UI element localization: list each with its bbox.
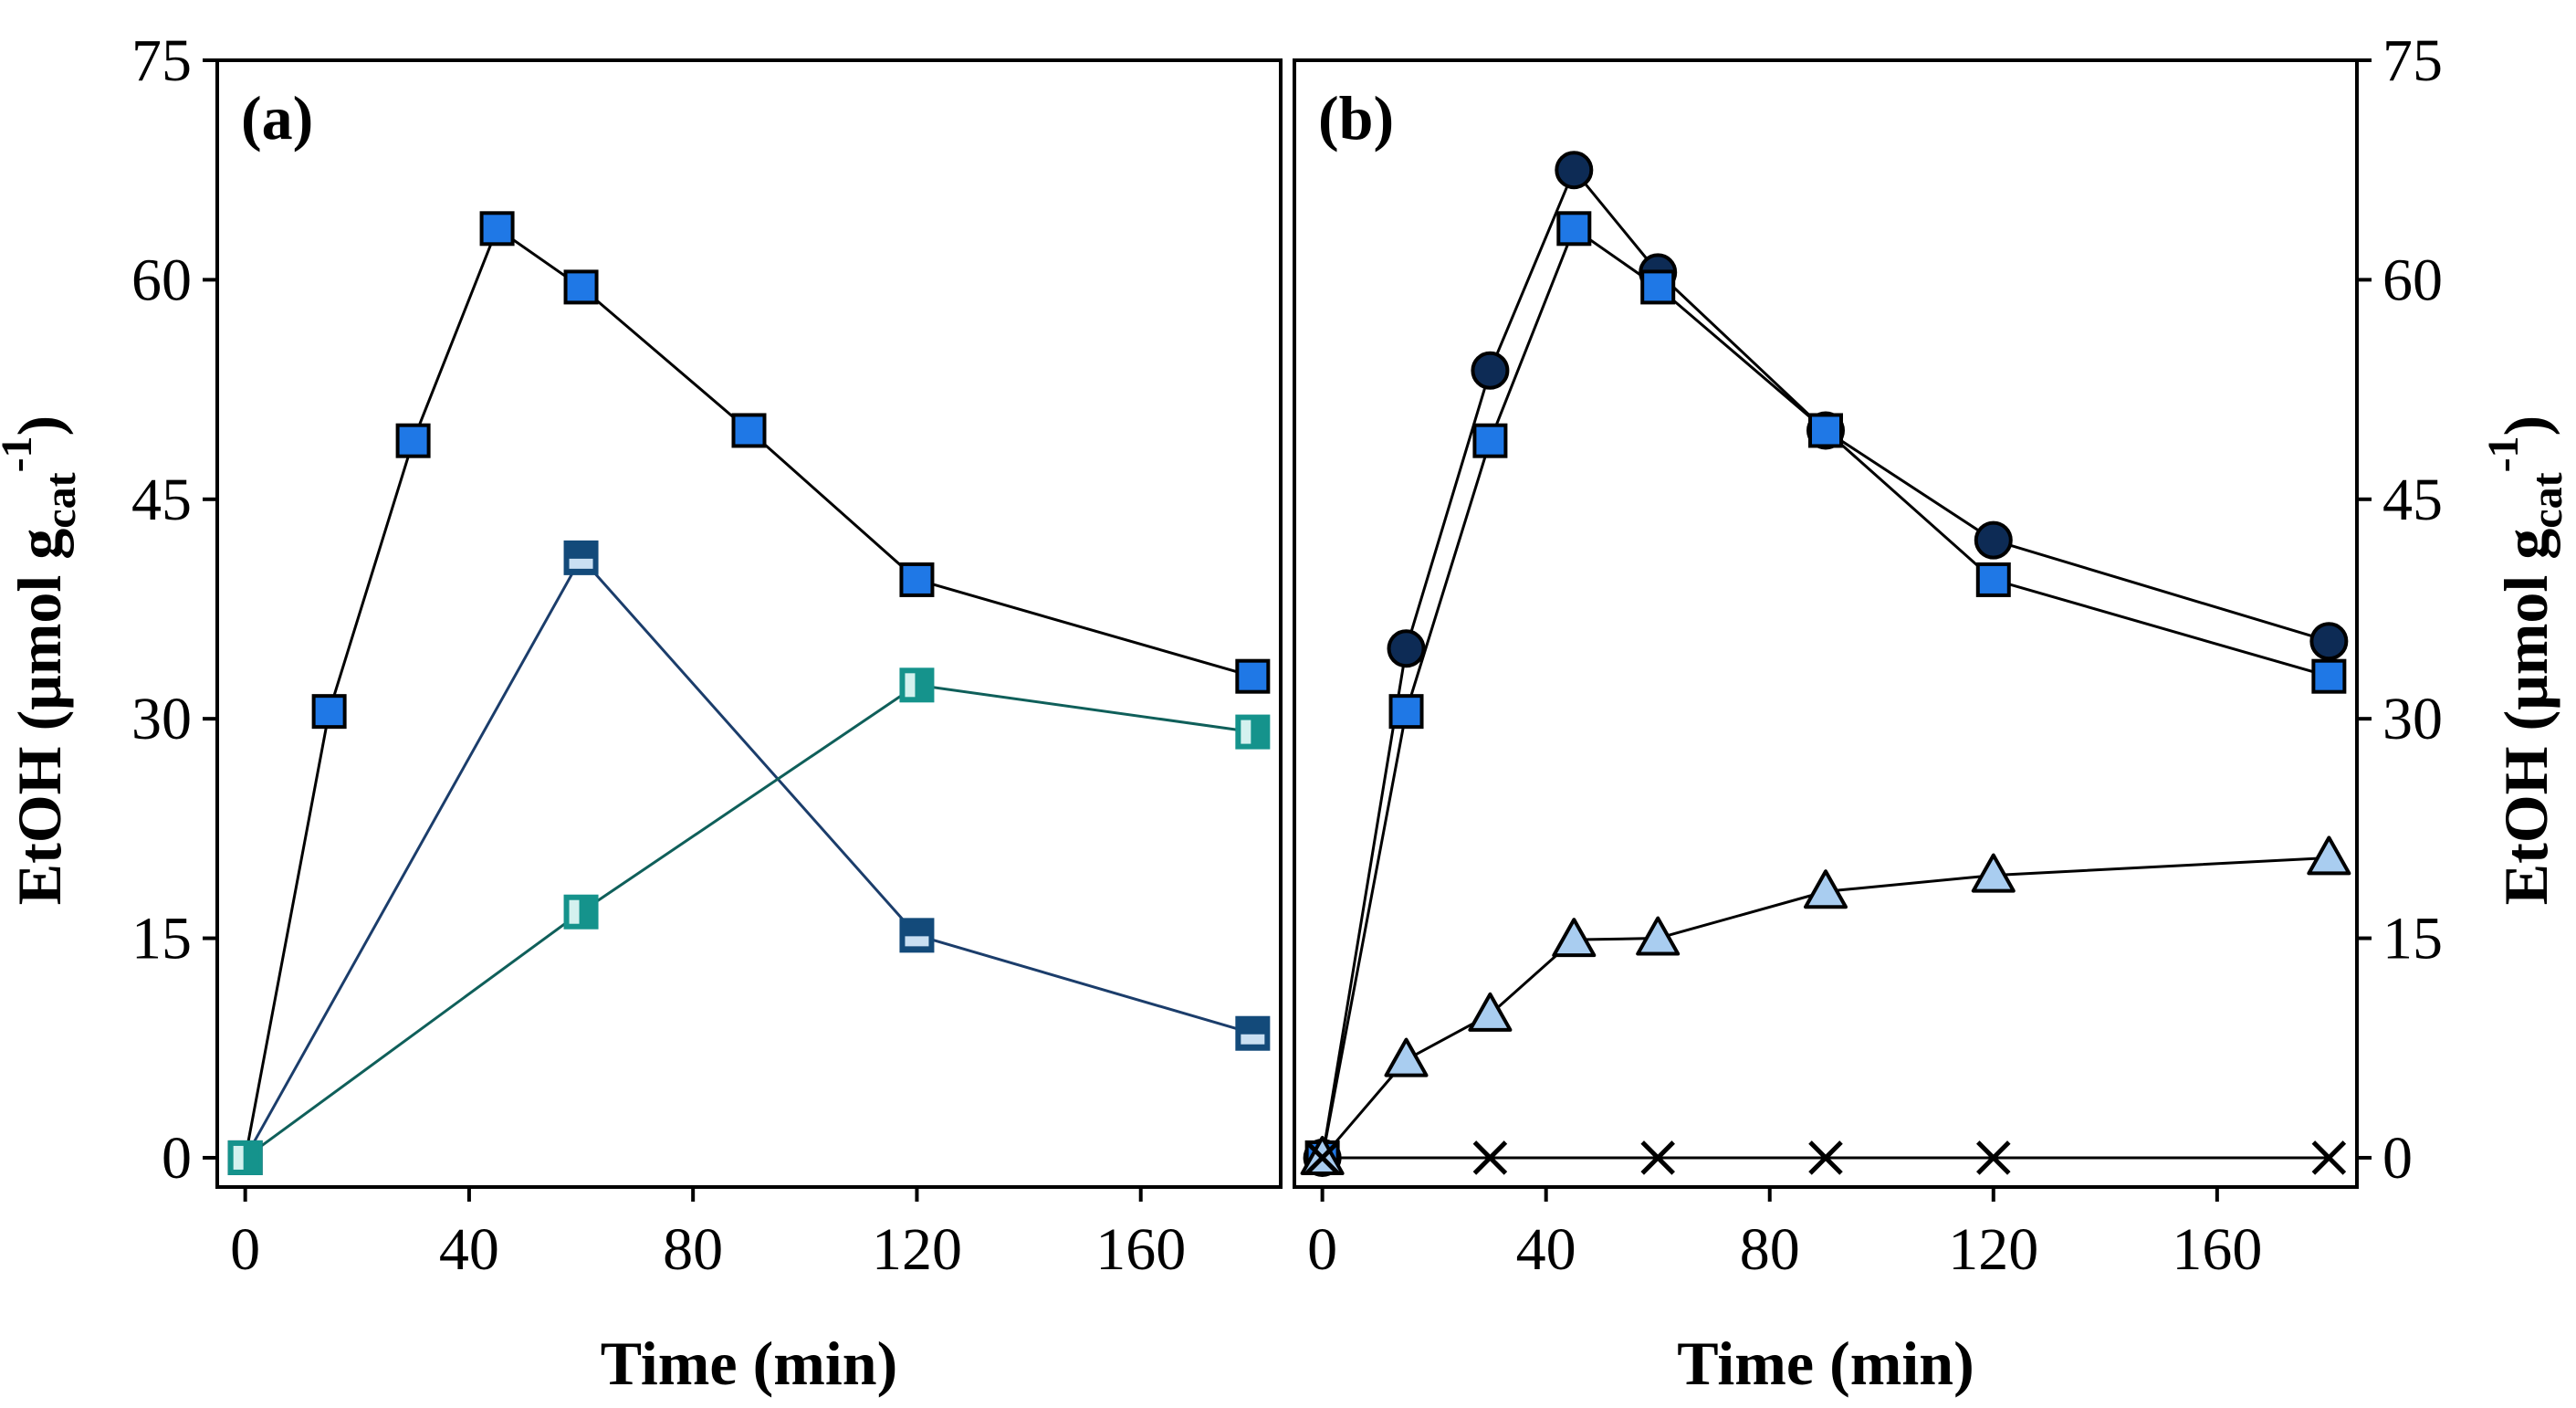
series-a1-point — [395, 423, 431, 458]
series-b-triangle-point — [1804, 869, 1848, 909]
series-b-circle-point — [2309, 622, 2349, 661]
series-b-circle-point — [1471, 351, 1510, 390]
plot-frame — [1293, 58, 2359, 1189]
series-b-square-line — [1321, 226, 2330, 1159]
series-b-triangle-point — [1971, 853, 2016, 893]
panel-label: (b) — [1318, 83, 1394, 152]
series-b-triangle-point — [1636, 916, 1681, 956]
series-a1-point — [311, 694, 347, 730]
y-tick-label: 60 — [2382, 247, 2443, 313]
series-a1-point — [899, 562, 935, 597]
series-a3-point — [563, 894, 599, 930]
series-b-triangle-point — [1384, 1037, 1429, 1077]
series-b-cross-point — [1472, 1140, 1508, 1175]
x-tick-label: 80 — [1740, 1216, 1800, 1283]
series-a2-point — [899, 918, 935, 953]
y-tick-label: 15 — [2382, 906, 2443, 972]
series-b-circle-point — [1555, 151, 1594, 190]
series-b-square-point — [1556, 211, 1592, 247]
y-tick-label: 45 — [2382, 467, 2443, 533]
series-a1-point — [1235, 658, 1271, 694]
series-b-square-point — [2311, 658, 2347, 694]
series-b-triangle-point — [2307, 835, 2351, 876]
x-tick-label: 0 — [230, 1216, 260, 1283]
x-axis-title: Time (min) — [601, 1329, 898, 1398]
x-tick-label: 120 — [872, 1216, 962, 1283]
y-axis-title: EtOH (μmol gcat-1) — [0, 415, 85, 905]
series-b-triangle-point — [1552, 918, 1597, 958]
series-a3-point — [227, 1140, 263, 1175]
series-b-circle-line — [1321, 167, 2330, 1159]
y-tick-label: 0 — [2382, 1125, 2413, 1192]
series-a1-point — [563, 269, 599, 305]
panel-a: 0 40 80 120 160 0 15 30 45 60 75 Time (min) EtOH (μm… — [0, 27, 1283, 1398]
series-b-square-point — [1640, 269, 1676, 305]
series-b-square-point — [1388, 694, 1424, 730]
x-tick-label: 80 — [663, 1216, 723, 1283]
x-tick-label: 40 — [439, 1216, 499, 1283]
series-a3-point — [1235, 714, 1271, 750]
y-tick-label: 15 — [131, 906, 192, 972]
x-tick-label: 160 — [2172, 1216, 2262, 1283]
y-tick-label: 30 — [2382, 686, 2443, 752]
y-tick-label: 0 — [162, 1125, 192, 1192]
series-b-cross-point — [1640, 1140, 1675, 1175]
y-axis-title: EtOH (μmol gcat-1) — [2479, 415, 2571, 905]
series-a3-point — [899, 667, 935, 703]
y-tick-label: 75 — [2382, 27, 2443, 94]
series-a2-point — [563, 540, 599, 575]
y-tick-label: 30 — [131, 686, 192, 752]
x-tick-label: 0 — [1307, 1216, 1337, 1283]
series-b-cross-point — [1304, 1140, 1340, 1175]
panel-label: (a) — [241, 83, 313, 152]
series-b-square-point — [1975, 562, 2011, 597]
y-tick-label: 45 — [131, 467, 192, 533]
series-b-circle-point — [1974, 520, 2013, 560]
series-b-square-point — [1472, 423, 1508, 458]
series-a1-point — [731, 413, 767, 448]
series-a1-point — [479, 211, 515, 247]
x-axis-title: Time (min) — [1677, 1329, 1974, 1398]
series-b-triangle-line — [1321, 856, 2330, 1159]
x-tick-label: 120 — [1948, 1216, 2038, 1283]
x-tick-label: 160 — [1095, 1216, 1186, 1283]
series-a1-line — [244, 226, 1253, 1159]
series-a2-point — [1235, 1015, 1271, 1051]
panel-b: 0 40 80 120 160 0 15 30 45 60 75 Time (min) EtOH (μm… — [1293, 27, 2571, 1398]
series-b-cross-point — [1808, 1140, 1843, 1175]
series-a2-line — [244, 555, 1253, 1159]
plot-frame — [215, 58, 1283, 1189]
series-b-square-point — [1808, 413, 1843, 448]
series-b-triangle-point — [1468, 992, 1513, 1032]
y-tick-label: 75 — [131, 27, 192, 94]
y-tick-label: 60 — [131, 247, 192, 313]
series-b-cross-point — [2311, 1140, 2347, 1175]
series-a3-line — [244, 683, 1253, 1160]
x-tick-label: 40 — [1516, 1216, 1576, 1283]
series-b-circle-point — [1387, 629, 1426, 668]
series-b-cross-point — [1976, 1140, 2011, 1175]
